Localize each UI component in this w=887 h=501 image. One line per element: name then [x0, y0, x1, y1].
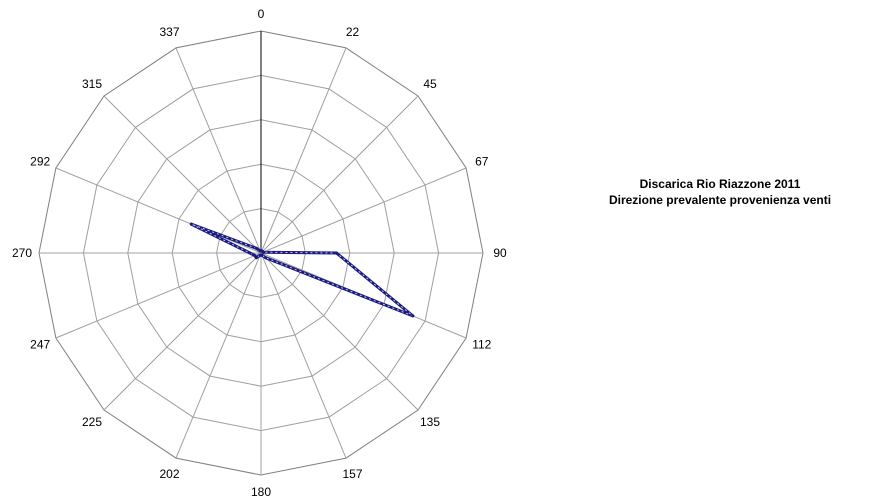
- spoke-247: [55, 252, 262, 339]
- tick-label-112: 112: [472, 338, 491, 352]
- spoke-225: [103, 252, 262, 411]
- tick-label-135: 135: [420, 415, 440, 429]
- tick-label-90: 90: [493, 246, 507, 260]
- chart-title-line-1: Discarica Rio Riazzone 2011: [639, 177, 801, 191]
- data-point-247: [253, 254, 257, 257]
- spoke-22: [260, 47, 347, 254]
- tick-label-67: 67: [475, 155, 489, 169]
- data-point-225: [254, 256, 258, 260]
- data-point-112: [411, 314, 415, 318]
- data-point-135: [264, 256, 268, 260]
- radar-grid: [38, 30, 484, 476]
- tick-label-270: 270: [12, 246, 32, 260]
- spoke-135: [260, 252, 419, 411]
- tick-label-45: 45: [423, 77, 437, 91]
- data-point-337: [258, 249, 262, 253]
- series-layer: [189, 222, 415, 318]
- tick-label-292: 292: [30, 155, 50, 169]
- spoke-67: [260, 167, 467, 254]
- tick-label-337: 337: [159, 25, 179, 39]
- tick-label-157: 157: [342, 467, 362, 481]
- data-point-202: [258, 253, 262, 257]
- tick-label-202: 202: [159, 467, 179, 481]
- spoke-337: [175, 47, 262, 254]
- data-point-292: [189, 222, 193, 226]
- radar-chart: 0 22 45 67 90 112 135 157 180 202 225 247 270 292 315 3…: [12, 7, 507, 499]
- tick-label-0: 0: [258, 7, 265, 21]
- tick-label-180: 180: [251, 485, 271, 499]
- spoke-45: [260, 95, 419, 254]
- series-highlight-0: [191, 223, 414, 317]
- tick-label-225: 225: [82, 415, 102, 429]
- spoke-315: [103, 95, 262, 254]
- data-point-90: [335, 251, 338, 255]
- chart-title: Discarica Rio Riazzone 2011 Direzione pr…: [560, 176, 880, 208]
- data-point-315: [254, 246, 258, 250]
- tick-label-22: 22: [346, 25, 360, 39]
- chart-title-line-2: Direzione prevalente provenienza venti: [608, 193, 832, 207]
- tick-labels: 0 22 45 67 90 112 135 157 180 202 225 247 270 292 315 3…: [12, 7, 507, 499]
- tick-label-247: 247: [30, 338, 50, 352]
- spoke-157: [260, 252, 347, 459]
- data-point-67: [261, 250, 265, 254]
- spoke-292: [55, 167, 262, 254]
- tick-label-315: 315: [82, 77, 102, 91]
- data-point-270: [248, 251, 252, 255]
- spoke-202: [175, 252, 262, 459]
